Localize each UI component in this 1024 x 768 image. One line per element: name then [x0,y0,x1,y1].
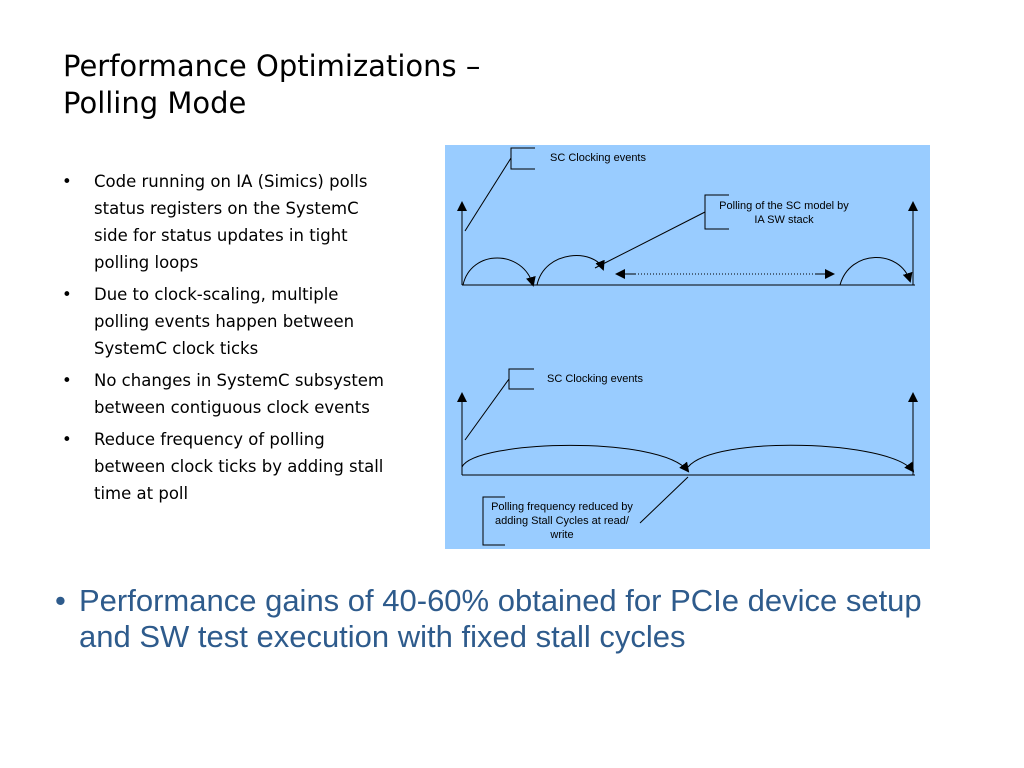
polling-diagram: SC Clocking events Polling of the SC mod… [445,145,930,549]
bottom-poll-arc-1 [461,444,690,473]
bullet-dot: • [62,371,72,390]
top-polling-label-line-1: Polling of the SC model by [719,200,849,212]
bullet-dot: • [62,285,72,304]
bullet-item: • Due to clock-scaling, multiple polling … [62,281,392,362]
top-polling-label-line-2: IA SW stack [754,214,814,226]
bullet-dot: • [62,430,72,449]
bullet-item: • No changes in SystemC subsystem between… [62,367,392,421]
slide-title: Performance Optimizations – Polling Mode [63,48,663,122]
bottom-reduced-label: Polling frequency reduced by adding Stal… [483,500,641,542]
bottom-reduced-callout-leader [639,476,689,524]
top-poll-arc-1 [462,257,536,287]
title-line-2: Polling Mode [63,86,247,120]
bullet-item: • Code running on IA (Simics) polls statu… [62,168,392,276]
top-polling-label: Polling of the SC model by IA SW stack [707,199,861,227]
bottom-reduced-label-line-1: Polling frequency reduced by [491,501,633,513]
bottom-reduced-label-line-3: write [550,529,574,541]
diagram-svg [457,147,918,546]
conclusion-text: Performance gains of 40-60% obtained for… [79,583,922,654]
conclusion-bullet: • Performance gains of 40-60% obtained f… [55,583,955,655]
top-poll-arc-3 [839,257,913,286]
top-polling-callout-leader [594,211,706,269]
bottom-clock-callout-leader [464,378,510,441]
bullet-text: No changes in SystemC subsystem between … [94,371,385,417]
title-line-1: Performance Optimizations – [63,49,481,83]
top-clock-callout-bracket [510,147,535,170]
bottom-reduced-callout-bracket [482,496,505,546]
bullet-list: • Code running on IA (Simics) polls statu… [62,168,392,512]
bullet-item: • Reduce frequency of polling between clo… [62,426,392,507]
top-poll-arc-2 [536,255,605,286]
bullet-dot: • [62,172,72,191]
bottom-clock-label: SC Clocking events [547,373,643,385]
top-clock-callout-leader [464,157,512,232]
bottom-poll-arc-2 [687,444,915,473]
bullet-text: Due to clock-scaling, multiple polling e… [94,285,355,358]
bullet-text: Reduce frequency of polling between cloc… [94,430,384,503]
top-clock-label: SC Clocking events [550,152,646,164]
bullet-text: Code running on IA (Simics) polls status… [94,172,368,272]
bottom-reduced-label-line-2: adding Stall Cycles at read/ [495,515,629,527]
conclusion-bullet-dot: • [55,583,66,618]
